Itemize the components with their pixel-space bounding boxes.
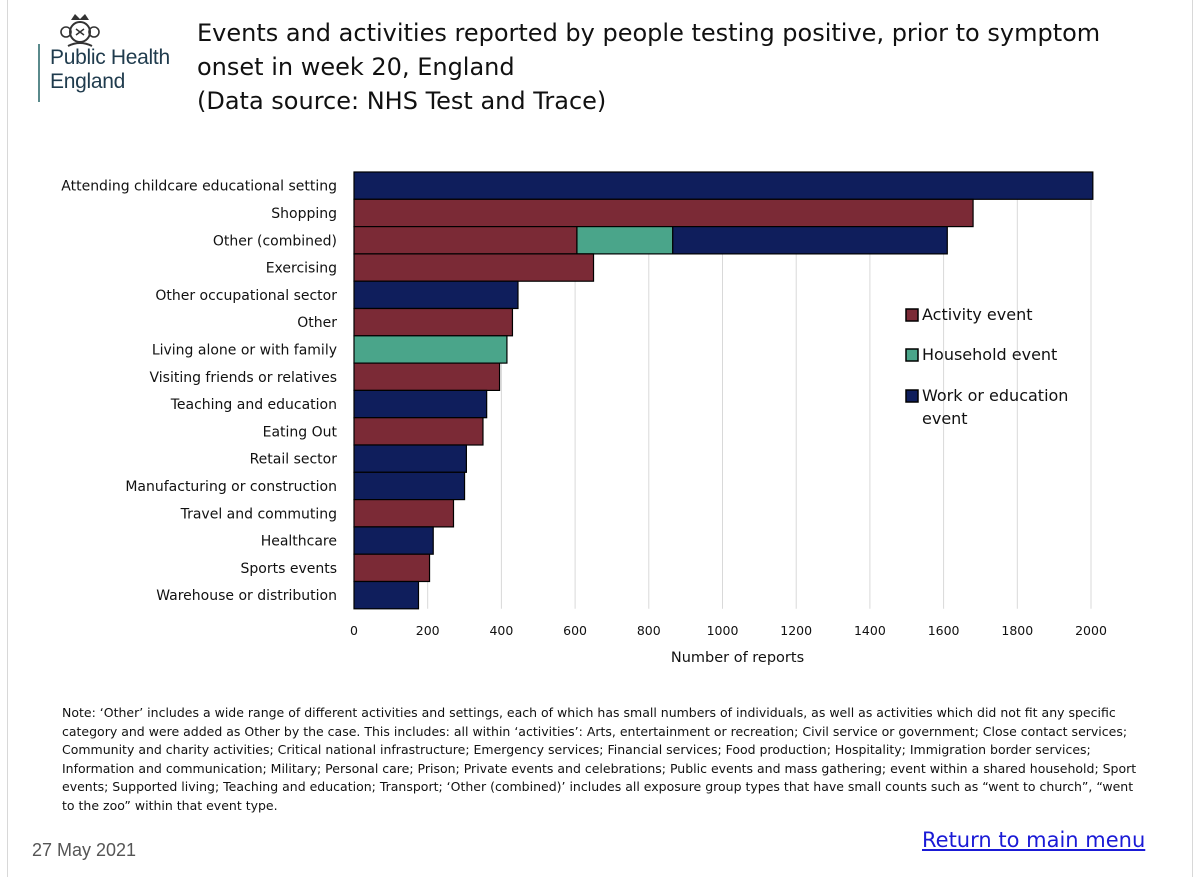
org-name: Public Health England: [50, 46, 170, 94]
phe-logo: Public Health England: [38, 10, 188, 102]
category-label: Manufacturing or construction: [125, 479, 337, 495]
category-label: Attending childcare educational setting: [61, 179, 337, 195]
logo-divider: [38, 44, 40, 102]
x-tick-label: 600: [563, 623, 587, 638]
bar-segment: [353, 198, 974, 228]
x-tick-label: 200: [416, 623, 440, 638]
return-to-main-menu-link[interactable]: Return to main menu: [922, 828, 1146, 852]
category-label: Other (combined): [213, 233, 337, 249]
category-label: Warehouse or distribution: [156, 588, 337, 604]
bar-segment: [353, 362, 501, 392]
x-tick-label: 1400: [854, 623, 886, 638]
x-tick-label: 0: [350, 623, 358, 638]
bar-segment: [353, 471, 466, 501]
org-name-line1: Public Health: [50, 46, 170, 69]
bar-segment: [353, 280, 519, 310]
legend-label: Activity event: [922, 305, 1033, 324]
footnote: Note: ‘Other’ includes a wide range of d…: [62, 705, 1137, 813]
bar-segment: [353, 389, 488, 419]
bar-segment: [353, 307, 514, 337]
bar-chart: 0 200 400 600 800 1000 1200 1400 1600 1800 2000 Att…: [61, 171, 1107, 666]
x-tick-label: 1600: [928, 623, 960, 638]
category-label: Sports events: [241, 561, 338, 577]
title-line-2: onset in week 20, England: [197, 53, 515, 81]
category-label: Visiting friends or relatives: [150, 370, 338, 386]
category-label: Living alone or with family: [152, 342, 337, 358]
legend-swatch: [905, 308, 919, 322]
category-label: Exercising: [266, 261, 337, 277]
x-axis-title: Number of reports: [671, 650, 804, 666]
bar-segment: [353, 171, 1094, 200]
bar-segment: [353, 499, 455, 528]
royal-crest-icon: [60, 14, 100, 47]
category-label: Teaching and education: [170, 397, 337, 413]
title-line-3: (Data source: NHS Test and Trace): [197, 87, 607, 115]
x-tick-label: 1200: [780, 623, 812, 638]
category-label: Travel and commuting: [180, 506, 337, 522]
x-tick-label: 2000: [1075, 623, 1107, 638]
page-title: Events and activities reported by people…: [197, 16, 1157, 118]
category-label: Eating Out: [263, 424, 338, 440]
publication-date: 27 May 2021: [32, 840, 137, 860]
category-label: Other occupational sector: [155, 288, 337, 304]
title-line-1: Events and activities reported by people…: [197, 19, 1101, 47]
x-tick-label: 1800: [1001, 623, 1033, 638]
category-label: Retail sector: [250, 452, 338, 468]
bar-segment: [353, 417, 484, 446]
bar-segment: [353, 553, 431, 583]
bar-segment: [353, 526, 434, 555]
category-label: Shopping: [271, 206, 337, 222]
x-tick-label: 800: [637, 623, 661, 638]
x-tick-label: 1000: [707, 623, 739, 638]
bar-segment: [353, 580, 420, 610]
bar-segment: [353, 335, 508, 364]
org-name-line2: England: [50, 70, 125, 93]
legend-label: event: [922, 409, 968, 428]
category-label: Healthcare: [261, 534, 337, 550]
x-tick-label: 400: [489, 623, 513, 638]
legend-swatch: [905, 389, 919, 403]
bar-segment: [576, 225, 674, 255]
legend-label: Work or education: [922, 386, 1068, 405]
slide-frame: [7, 0, 1193, 877]
legend-label: Household event: [922, 345, 1057, 364]
category-label: Other: [297, 315, 337, 331]
bar-segment: [672, 225, 948, 255]
legend-swatch: [905, 348, 919, 362]
bar-segment: [353, 225, 578, 255]
bar-segment: [353, 444, 467, 473]
bar-segment: [353, 253, 595, 282]
